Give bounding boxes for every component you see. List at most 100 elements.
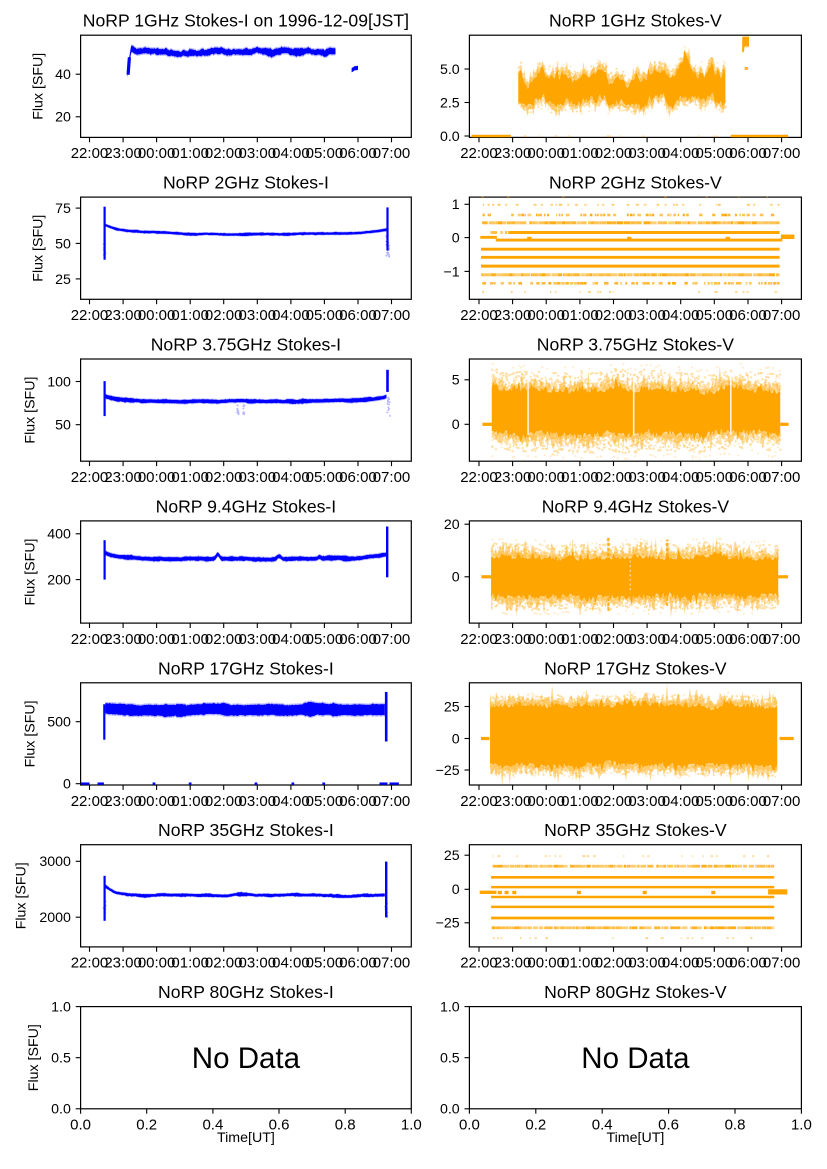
svg-text:3000: 3000 xyxy=(39,854,71,870)
svg-text:NoRP 80GHz Stokes-I: NoRP 80GHz Stokes-I xyxy=(158,982,334,1002)
svg-text:75: 75 xyxy=(55,201,71,217)
svg-text:NoRP 35GHz Stokes-I: NoRP 35GHz Stokes-I xyxy=(158,820,334,840)
svg-text:50: 50 xyxy=(55,236,71,252)
svg-text:06:00: 06:00 xyxy=(729,307,767,324)
svg-text:500: 500 xyxy=(47,715,71,731)
svg-text:06:00: 06:00 xyxy=(339,469,377,486)
svg-text:NoRP 80GHz Stokes-V: NoRP 80GHz Stokes-V xyxy=(544,982,727,1002)
svg-text:23:00: 23:00 xyxy=(104,793,142,810)
svg-text:05:00: 05:00 xyxy=(696,469,734,486)
svg-text:23:00: 23:00 xyxy=(494,307,532,324)
svg-text:0: 0 xyxy=(452,882,460,898)
svg-text:1.0: 1.0 xyxy=(401,1117,422,1134)
svg-text:06:00: 06:00 xyxy=(339,793,377,810)
svg-text:04:00: 04:00 xyxy=(662,631,700,648)
svg-text:1.0: 1.0 xyxy=(51,1000,71,1016)
svg-text:1.0: 1.0 xyxy=(440,1000,460,1016)
svg-text:25: 25 xyxy=(444,699,460,715)
svg-text:NoRP 2GHz Stokes-V: NoRP 2GHz Stokes-V xyxy=(549,173,722,193)
svg-text:Flux [SFU]: Flux [SFU] xyxy=(23,538,39,605)
svg-text:22:00: 22:00 xyxy=(71,145,109,162)
svg-text:07:00: 07:00 xyxy=(373,631,411,648)
svg-text:NoRP 3.75GHz Stokes-V: NoRP 3.75GHz Stokes-V xyxy=(537,335,734,355)
svg-text:00:00: 00:00 xyxy=(527,793,565,810)
svg-text:00:00: 00:00 xyxy=(527,631,565,648)
svg-text:23:00: 23:00 xyxy=(494,955,532,972)
svg-text:04:00: 04:00 xyxy=(662,955,700,972)
svg-text:04:00: 04:00 xyxy=(272,307,310,324)
svg-text:03:00: 03:00 xyxy=(628,793,666,810)
svg-text:01:00: 01:00 xyxy=(171,631,209,648)
svg-text:2000: 2000 xyxy=(39,910,71,926)
svg-text:22:00: 22:00 xyxy=(71,307,109,324)
svg-text:22:00: 22:00 xyxy=(460,469,498,486)
svg-text:−25: −25 xyxy=(436,916,460,932)
svg-text:01:00: 01:00 xyxy=(171,469,209,486)
svg-text:NoRP 1GHz Stokes-V: NoRP 1GHz Stokes-V xyxy=(549,11,722,31)
svg-text:01:00: 01:00 xyxy=(171,145,209,162)
svg-text:07:00: 07:00 xyxy=(763,955,801,972)
svg-text:00:00: 00:00 xyxy=(138,145,176,162)
svg-text:00:00: 00:00 xyxy=(138,955,176,972)
svg-text:01:00: 01:00 xyxy=(171,307,209,324)
svg-text:07:00: 07:00 xyxy=(763,469,801,486)
svg-text:0.4: 0.4 xyxy=(202,1117,223,1134)
svg-text:02:00: 02:00 xyxy=(595,307,633,324)
svg-text:02:00: 02:00 xyxy=(205,145,243,162)
svg-text:02:00: 02:00 xyxy=(595,955,633,972)
svg-text:05:00: 05:00 xyxy=(696,631,734,648)
svg-text:01:00: 01:00 xyxy=(561,469,599,486)
svg-text:NoRP 2GHz Stokes-I: NoRP 2GHz Stokes-I xyxy=(163,173,329,193)
svg-text:03:00: 03:00 xyxy=(239,631,277,648)
svg-text:23:00: 23:00 xyxy=(104,307,142,324)
svg-text:NoRP 9.4GHz Stokes-I: NoRP 9.4GHz Stokes-I xyxy=(156,496,337,516)
svg-text:22:00: 22:00 xyxy=(460,631,498,648)
svg-text:04:00: 04:00 xyxy=(662,469,700,486)
svg-text:23:00: 23:00 xyxy=(104,469,142,486)
svg-text:NoRP 17GHz Stokes-V: NoRP 17GHz Stokes-V xyxy=(544,658,727,678)
svg-text:Flux [SFU]: Flux [SFU] xyxy=(14,862,30,929)
svg-text:00:00: 00:00 xyxy=(138,793,176,810)
svg-text:Time[UT]: Time[UT] xyxy=(217,1130,275,1146)
svg-text:20: 20 xyxy=(444,517,460,533)
svg-text:5: 5 xyxy=(452,373,460,389)
svg-text:03:00: 03:00 xyxy=(239,955,277,972)
svg-text:0.0: 0.0 xyxy=(51,1102,71,1118)
svg-text:1.0: 1.0 xyxy=(791,1117,812,1134)
svg-text:06:00: 06:00 xyxy=(339,631,377,648)
svg-text:05:00: 05:00 xyxy=(306,145,344,162)
svg-text:23:00: 23:00 xyxy=(494,631,532,648)
svg-text:05:00: 05:00 xyxy=(306,469,344,486)
svg-text:0: 0 xyxy=(452,417,460,433)
svg-text:07:00: 07:00 xyxy=(763,307,801,324)
svg-text:23:00: 23:00 xyxy=(104,145,142,162)
svg-text:NoRP 1GHz Stokes-I on 1996-12-: NoRP 1GHz Stokes-I on 1996-12-09[JST] xyxy=(83,11,409,31)
svg-text:03:00: 03:00 xyxy=(628,955,666,972)
svg-text:07:00: 07:00 xyxy=(373,469,411,486)
svg-text:03:00: 03:00 xyxy=(239,145,277,162)
svg-text:03:00: 03:00 xyxy=(628,145,666,162)
svg-text:5.0: 5.0 xyxy=(440,62,460,78)
svg-text:00:00: 00:00 xyxy=(527,307,565,324)
svg-text:06:00: 06:00 xyxy=(729,793,767,810)
svg-text:0.5: 0.5 xyxy=(440,1051,460,1067)
svg-text:06:00: 06:00 xyxy=(339,955,377,972)
svg-text:NoRP 3.75GHz Stokes-I: NoRP 3.75GHz Stokes-I xyxy=(151,335,341,355)
svg-text:06:00: 06:00 xyxy=(729,955,767,972)
svg-text:01:00: 01:00 xyxy=(561,955,599,972)
svg-text:0.2: 0.2 xyxy=(525,1117,546,1134)
svg-text:0: 0 xyxy=(452,231,460,247)
svg-text:23:00: 23:00 xyxy=(104,955,142,972)
svg-text:22:00: 22:00 xyxy=(71,469,109,486)
svg-text:40: 40 xyxy=(55,67,71,83)
svg-text:No Data: No Data xyxy=(192,1042,301,1075)
svg-text:03:00: 03:00 xyxy=(239,793,277,810)
svg-text:01:00: 01:00 xyxy=(561,307,599,324)
svg-text:1: 1 xyxy=(452,197,460,213)
svg-text:0.0: 0.0 xyxy=(440,129,460,145)
svg-text:50: 50 xyxy=(55,418,71,434)
svg-text:2.5: 2.5 xyxy=(440,95,460,111)
svg-text:04:00: 04:00 xyxy=(272,469,310,486)
svg-text:04:00: 04:00 xyxy=(662,307,700,324)
svg-text:400: 400 xyxy=(47,527,71,543)
